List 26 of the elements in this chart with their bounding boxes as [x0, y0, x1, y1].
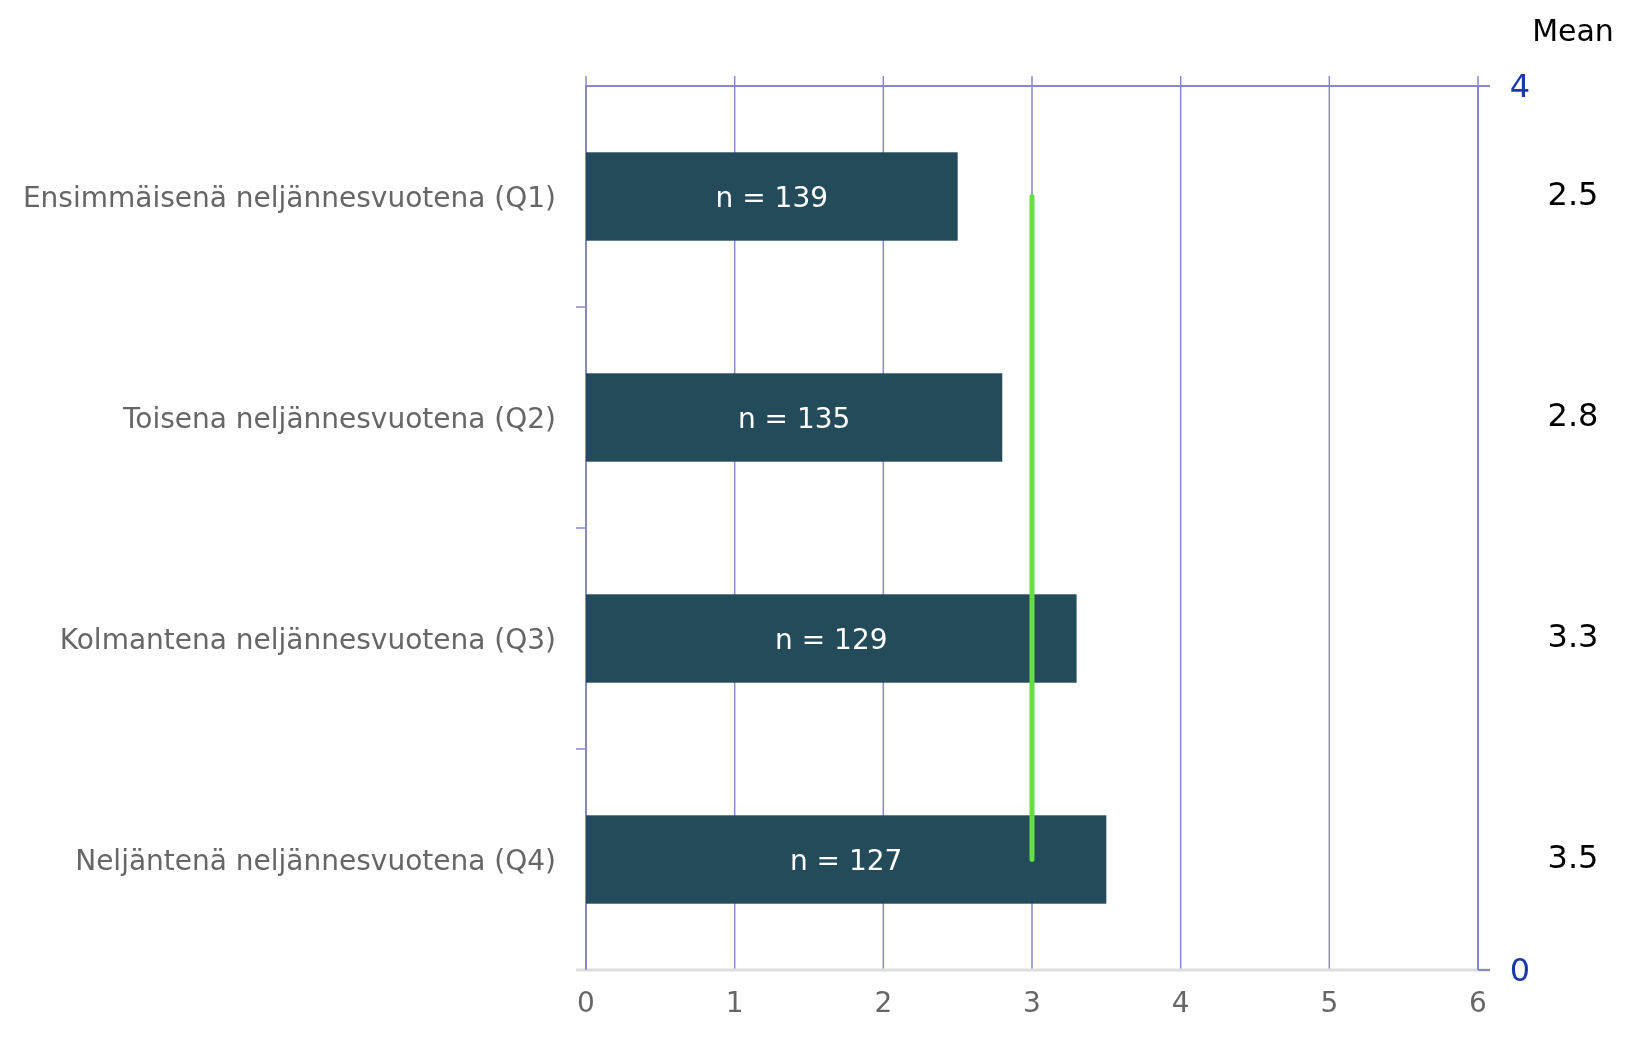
annotation: n = 139	[715, 180, 829, 214]
x-tick-label: 3	[1023, 986, 1041, 1019]
y-tick-label: Neljäntenä neljännesvuotena (Q4)	[75, 843, 556, 877]
annotation: n = 127	[789, 843, 903, 877]
annotation: n = 129	[775, 622, 888, 656]
data-label: 3.5	[1547, 837, 1599, 876]
y-tick-label: Kolmantena neljännesvuotena (Q3)	[59, 622, 556, 656]
bar	[586, 373, 1003, 462]
data-label: 2.5	[1547, 174, 1599, 213]
x-tick-label: 0	[577, 986, 595, 1019]
x-tick-label: 2	[874, 986, 893, 1019]
y-tick-label: Toisena neljännesvuotena (Q2)	[121, 401, 556, 435]
text: Mean	[1532, 13, 1614, 48]
bar	[586, 152, 958, 241]
data-label: 2.8	[1547, 395, 1599, 434]
bar	[586, 815, 1107, 904]
bar	[586, 594, 1077, 683]
y2-tick-label: 0	[1509, 951, 1531, 989]
y2-tick-label: 4	[1509, 67, 1531, 105]
y-tick-label: Ensimmäisenä neljännesvuotena (Q1)	[22, 180, 556, 214]
x-tick-label: 1	[725, 986, 744, 1019]
x-tick-label: 6	[1469, 986, 1487, 1019]
x-tick-label: 4	[1171, 986, 1190, 1019]
x-tick-label: 5	[1320, 986, 1339, 1019]
annotation: n = 135	[737, 401, 851, 435]
data-label: 3.3	[1547, 616, 1599, 655]
